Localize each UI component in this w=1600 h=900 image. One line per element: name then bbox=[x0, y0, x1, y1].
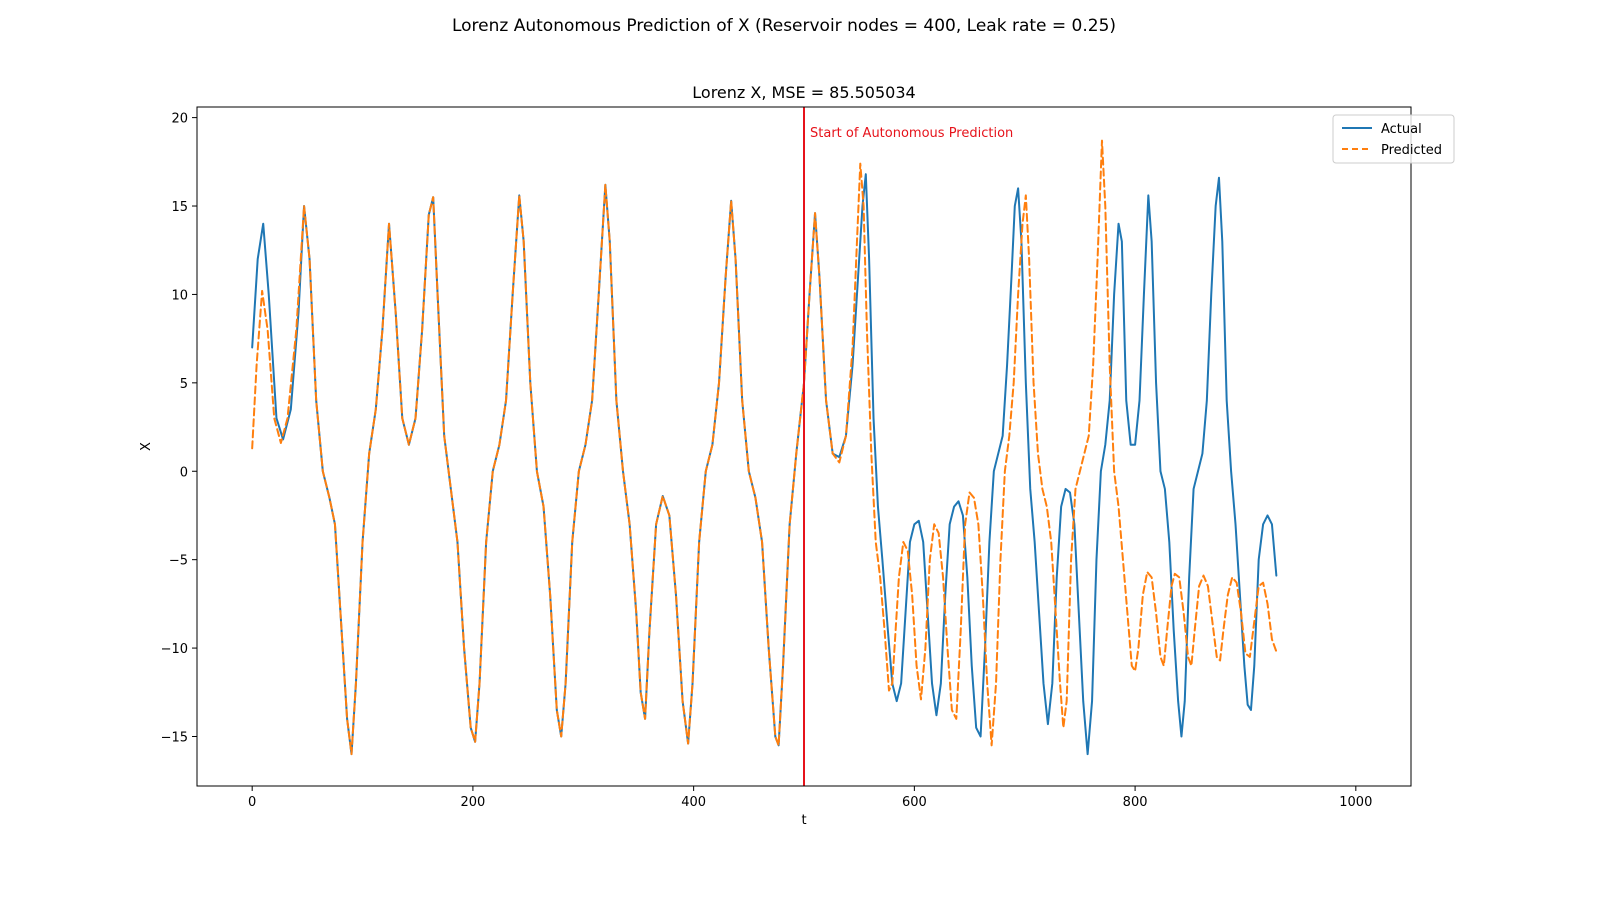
x-tick-label: 200 bbox=[460, 795, 485, 810]
axes-title: Lorenz X, MSE = 85.505034 bbox=[692, 83, 915, 102]
plot-area: 0 200 400 600 800 1000 20 15 10 5 0 −5 −10 −15 t X S… bbox=[139, 106, 1412, 828]
x-axis-label: t bbox=[801, 813, 806, 828]
y-tick-label: −15 bbox=[161, 730, 188, 745]
y-tick-label: 20 bbox=[171, 112, 188, 127]
vline-annotation: Start of Autonomous Prediction bbox=[810, 126, 1013, 141]
y-axis-ticks: 20 15 10 5 0 −5 −10 −15 bbox=[161, 112, 197, 745]
y-tick-label: 10 bbox=[171, 288, 188, 303]
series-line-predicted bbox=[251, 139, 1278, 756]
y-tick-label: −5 bbox=[169, 554, 188, 569]
y-tick-label: 5 bbox=[180, 377, 188, 392]
y-tick-label: 0 bbox=[180, 465, 188, 480]
series-lines bbox=[251, 107, 1278, 786]
axes-frame bbox=[196, 106, 1412, 787]
legend: Actual Predicted bbox=[1332, 114, 1455, 164]
y-axis-label: X bbox=[139, 442, 154, 451]
y-tick-label: −10 bbox=[161, 642, 188, 657]
legend-label-actual: Actual bbox=[1381, 122, 1422, 137]
x-tick-label: 600 bbox=[902, 795, 927, 810]
y-tick-label: 15 bbox=[171, 200, 188, 215]
x-tick-label: 400 bbox=[681, 795, 706, 810]
figure-suptitle: Lorenz Autonomous Prediction of X (Reser… bbox=[452, 16, 1116, 36]
legend-label-predicted: Predicted bbox=[1381, 143, 1442, 158]
x-tick-label: 1000 bbox=[1339, 795, 1372, 810]
x-tick-label: 800 bbox=[1123, 795, 1148, 810]
x-axis-ticks: 0 200 400 600 800 1000 bbox=[248, 786, 1372, 810]
x-tick-label: 0 bbox=[248, 795, 256, 810]
